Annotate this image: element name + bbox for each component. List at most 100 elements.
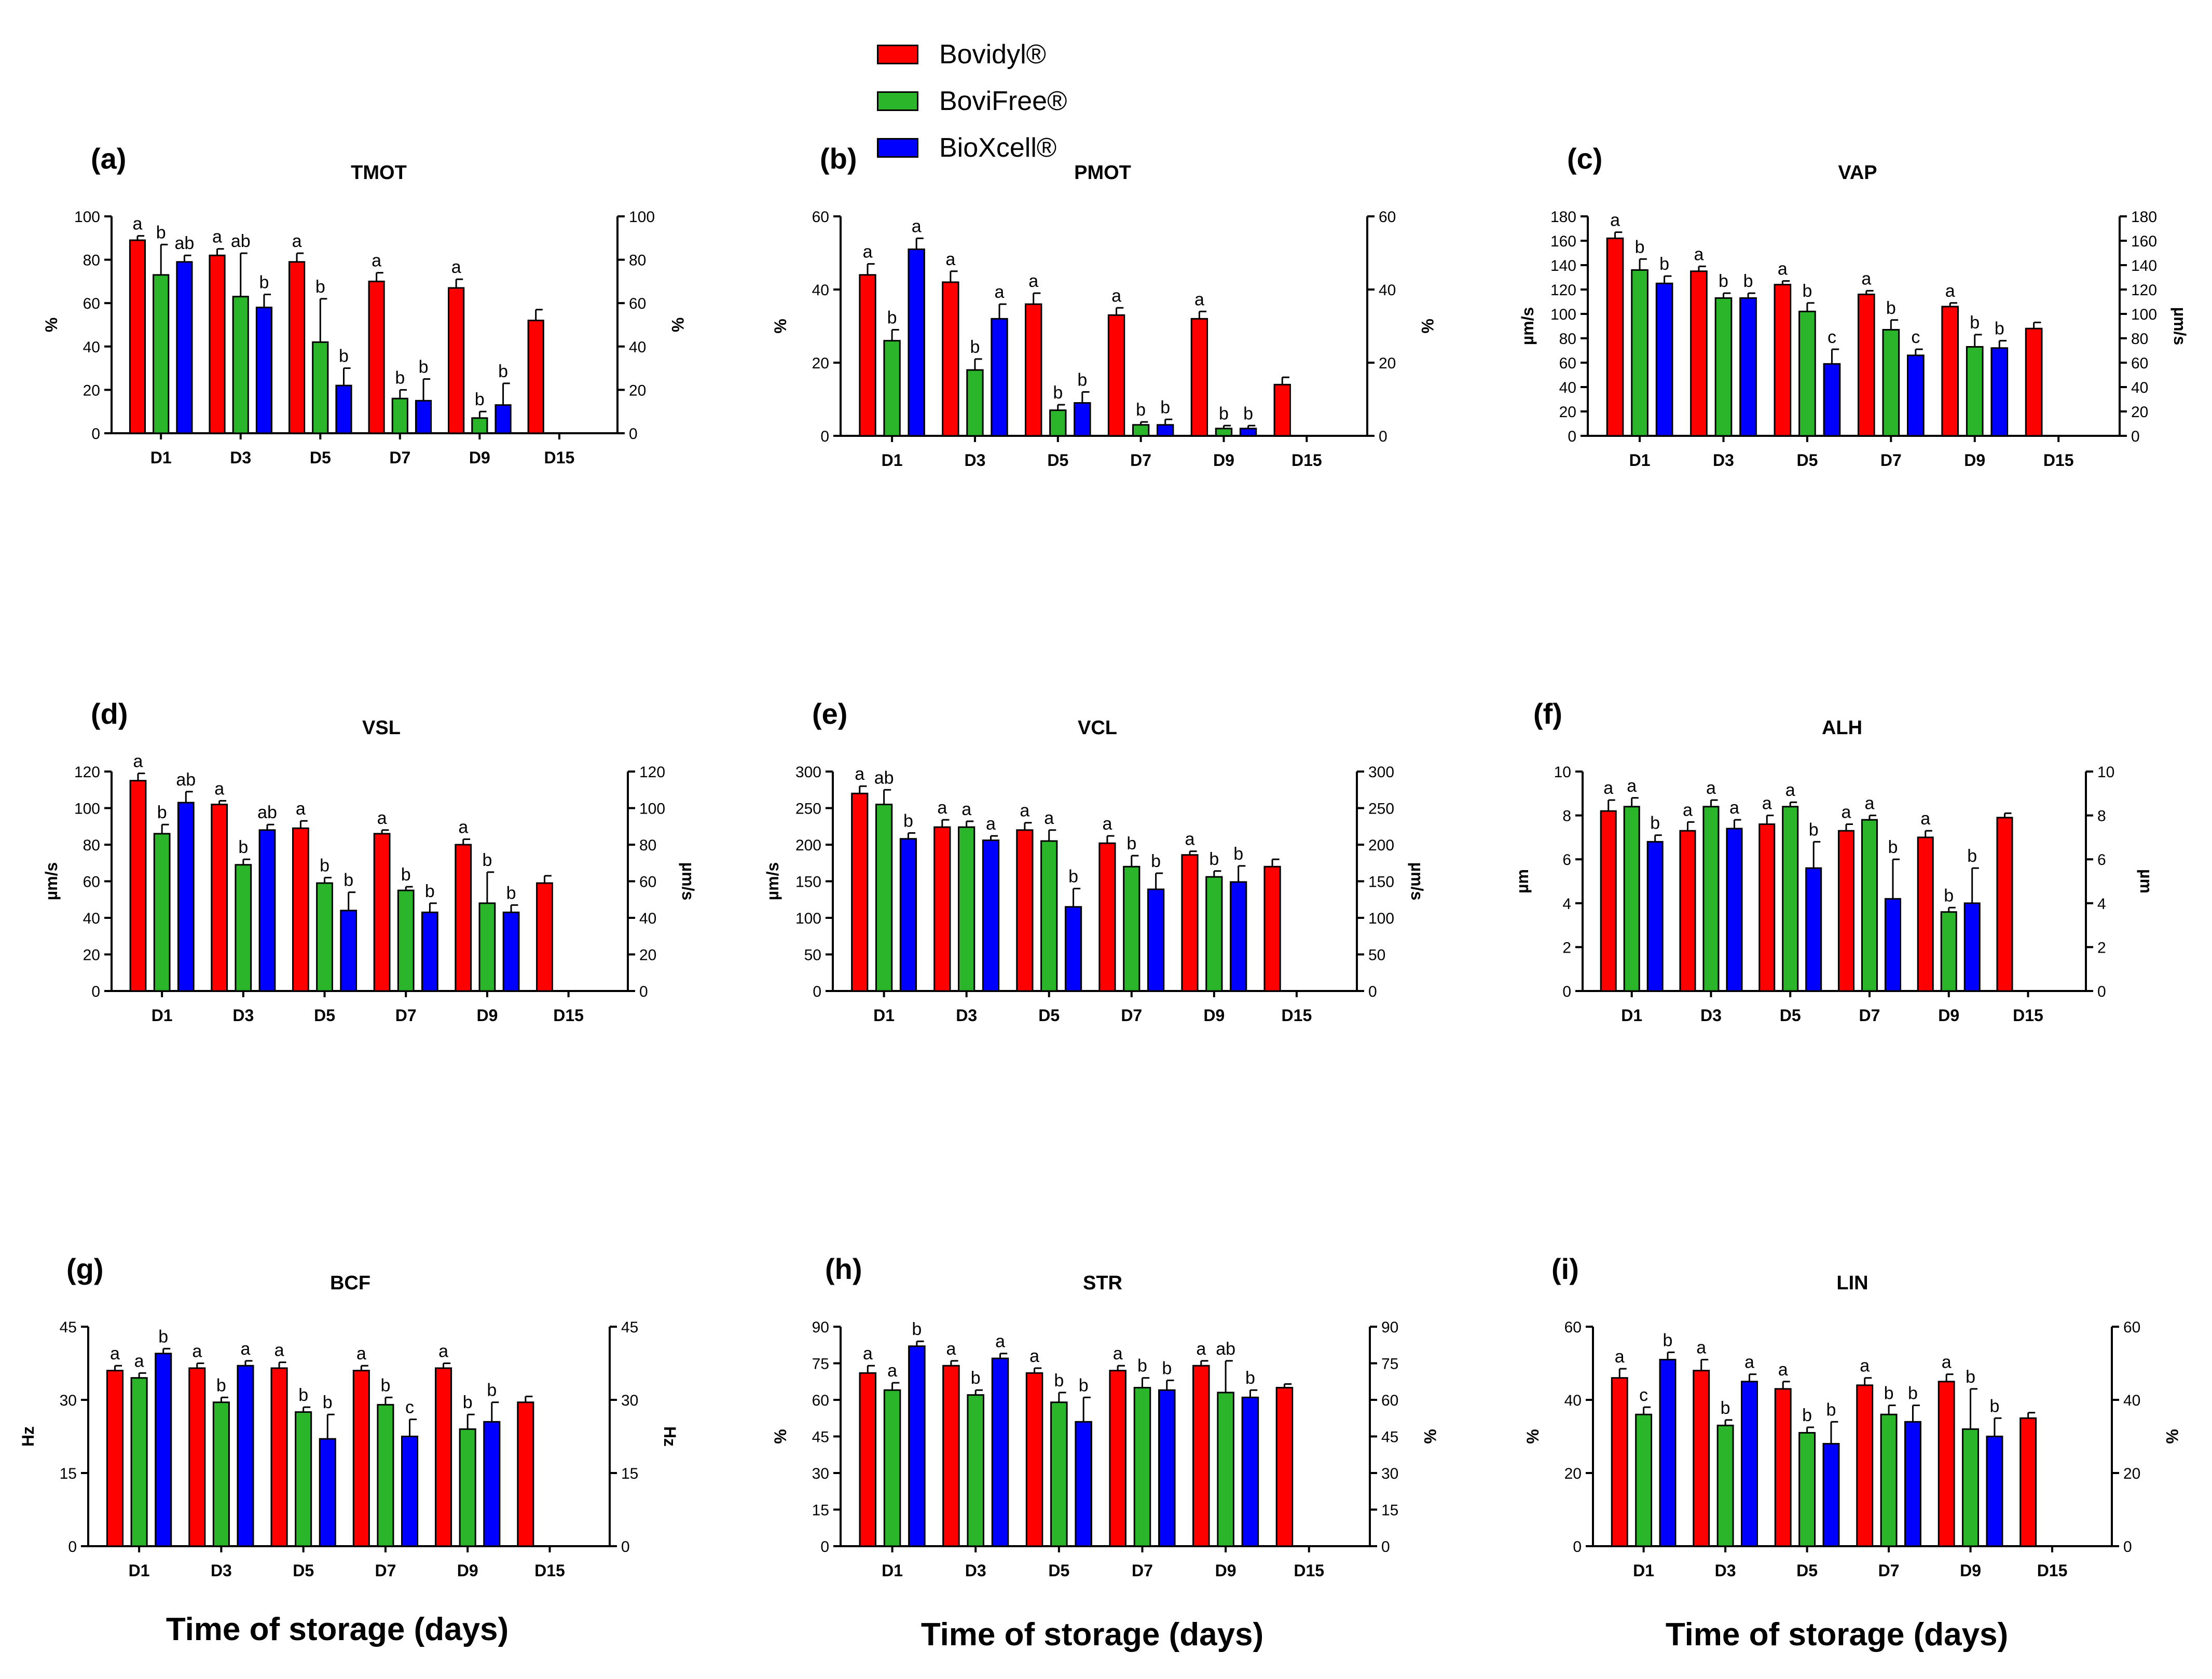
y-tick-label-right: 100 (639, 801, 665, 818)
panel-label: (a) (91, 142, 126, 175)
bar-vcl-d9-series1 (1181, 854, 1199, 992)
bar-alh-d3-series1 (1679, 830, 1696, 992)
y-tick-label-left: 50 (804, 947, 821, 964)
significance-label: b (1809, 820, 1819, 840)
x-tick-label: D15 (544, 448, 575, 467)
bar-lin-d1-series3 (1659, 1358, 1677, 1547)
y-tick-label-left: 120 (1550, 282, 1576, 299)
y-tick-label-right: 40 (2131, 379, 2148, 396)
significance-label: a (296, 799, 306, 819)
bar-pmot-d1-series2 (883, 340, 901, 437)
x-tick-label: D15 (534, 1561, 565, 1580)
bar-lin-d3-series3 (1741, 1381, 1758, 1547)
x-axis-caption-center: Time of storage (days) (920, 1617, 1264, 1653)
significance-label: a (1744, 1353, 1754, 1372)
y-tick-label-left: 10 (1554, 764, 1571, 781)
significance-label: a (1762, 794, 1772, 814)
bar-vap-d3-series3 (1739, 297, 1757, 437)
y-tick-label-right: 90 (1381, 1319, 1398, 1336)
bar-alh-d9-series1 (1917, 836, 1934, 992)
y-axis-title-right: Hz (661, 1426, 679, 1447)
bar-alh-d9-series2 (1940, 911, 1957, 992)
y-tick-label-right: 120 (639, 764, 665, 781)
bar-vsl-d3-series2 (235, 864, 252, 992)
bar-tmot-d5-series1 (288, 261, 306, 434)
y-tick-label-left: 60 (83, 295, 100, 312)
x-tick-label: D9 (1960, 1561, 1981, 1580)
bar-vsl-d7-series1 (373, 833, 391, 992)
significance-label: b (320, 856, 329, 875)
y-tick-label-right: 0 (1381, 1538, 1390, 1556)
significance-label: b (323, 1393, 333, 1412)
significance-label: b (419, 357, 429, 377)
y-tick-label-left: 6 (1562, 851, 1571, 869)
y-tick-label-right: 40 (639, 910, 656, 927)
significance-label: b (1151, 851, 1161, 871)
significance-label: b (344, 871, 353, 890)
significance-label: b (339, 347, 349, 366)
y-tick-label-right: 30 (1381, 1465, 1398, 1482)
bar-pmot-d7-series3 (1157, 424, 1174, 437)
bar-vsl-d15-series1 (536, 882, 553, 992)
significance-label: b (1970, 313, 1980, 333)
bar-bcf-d9-series3 (483, 1421, 501, 1547)
bar-tmot-d3-series3 (255, 307, 273, 434)
chart-title: TMOT (351, 162, 407, 184)
bar-bcf-d5-series3 (319, 1438, 336, 1547)
significance-label: a (1861, 269, 1871, 288)
y-tick-label-left: 75 (812, 1356, 829, 1373)
x-tick-label: D5 (314, 1006, 335, 1025)
y-tick-label-right: 8 (2097, 808, 2106, 825)
bar-tmot-d1-series3 (176, 261, 193, 434)
bar-pmot-d1-series3 (908, 248, 925, 437)
x-tick-label: D15 (2037, 1561, 2068, 1580)
y-axis-title-right: % (1421, 1429, 1439, 1443)
bar-vap-d3-series2 (1714, 297, 1733, 437)
x-tick-label: D15 (553, 1006, 584, 1025)
panel-label: (g) (66, 1253, 104, 1285)
bar-str-d9-series1 (1192, 1365, 1210, 1547)
bar-pmot-d15-series1 (1273, 383, 1291, 437)
x-tick-label: D15 (1282, 1006, 1312, 1025)
y-tick-label-right: 40 (2123, 1392, 2140, 1409)
chart-title: LIN (1836, 1272, 1868, 1294)
y-tick-label-right: 0 (639, 983, 648, 1000)
bar-bcf-d1-series2 (130, 1377, 148, 1547)
significance-label: b (1743, 271, 1753, 291)
bar-alh-d5-series3 (1805, 867, 1822, 992)
significance-label: a (1111, 286, 1121, 306)
significance-label: b (1243, 404, 1253, 423)
y-tick-label-right: 60 (1381, 1392, 1398, 1409)
x-tick-label: D5 (293, 1561, 314, 1580)
y-axis-title-left: µm/s (1518, 307, 1537, 346)
significance-label: b (315, 277, 325, 297)
x-tick-label: D15 (2013, 1006, 2043, 1025)
significance-label: a (372, 251, 381, 271)
y-tick-label-left: 0 (1568, 428, 1576, 445)
significance-label: b (1884, 1384, 1894, 1403)
bar-bcf-d3-series3 (237, 1365, 254, 1547)
y-tick-label-right: 200 (1368, 837, 1394, 854)
bar-pmot-d9-series3 (1239, 428, 1257, 437)
chart-vcl: (e) VCL 0 0 50 50 100 100 150 150 200 200 250 250 300 3… (763, 697, 1426, 1025)
significance-label: c (405, 1398, 414, 1417)
y-tick-label-left: 60 (1564, 1319, 1582, 1336)
significance-label: b (1068, 867, 1078, 887)
y-tick-label-right: 160 (2131, 233, 2157, 250)
bar-vsl-d1-series1 (129, 780, 147, 992)
bar-pmot-d9-series2 (1215, 428, 1233, 437)
bar-alh-d7-series1 (1837, 830, 1855, 992)
significance-label: b (1826, 1400, 1836, 1420)
significance-label: a (855, 764, 864, 784)
chart-title: STR (1083, 1272, 1122, 1294)
significance-label: b (238, 837, 248, 857)
bar-str-d1-series1 (859, 1372, 877, 1547)
significance-label: b (395, 368, 405, 388)
bar-tmot-d5-series3 (335, 384, 352, 434)
y-tick-label-left: 30 (812, 1465, 829, 1482)
bar-lin-d7-series2 (1880, 1413, 1898, 1547)
x-tick-label: D3 (1715, 1561, 1736, 1580)
bar-vsl-d7-series2 (397, 889, 415, 992)
